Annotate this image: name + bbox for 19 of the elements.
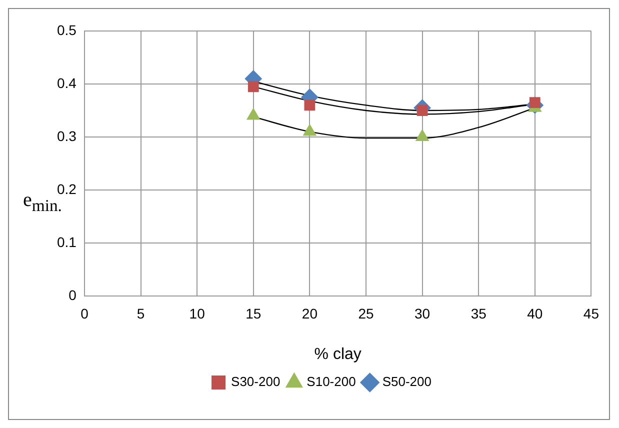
x-axis-title: % clay (314, 346, 362, 363)
legend-label: S30-200 (231, 374, 280, 390)
x-tick-label: 45 (583, 305, 600, 322)
x-tick-label: 10 (189, 305, 206, 322)
y-tick-label: 0 (68, 286, 77, 303)
legend-label: S50-200 (382, 374, 432, 390)
y-tick-label: 0.4 (56, 74, 77, 91)
x-tick-label: 15 (246, 305, 262, 322)
x-tick-label: 20 (302, 305, 318, 322)
legend-label: S10-200 (306, 374, 356, 390)
x-tick-label: 25 (358, 305, 374, 322)
y-tick-label: 0.3 (56, 128, 77, 144)
x-tick-label: 0 (80, 305, 89, 322)
x-tick-label: 5 (136, 305, 145, 322)
y-tick-label: 0.1 (56, 234, 77, 250)
x-tick-label: 30 (414, 305, 430, 322)
y-tick-label: 0.5 (56, 22, 77, 38)
x-tick-label: 35 (470, 305, 487, 322)
x-tick-label: 40 (527, 305, 543, 322)
